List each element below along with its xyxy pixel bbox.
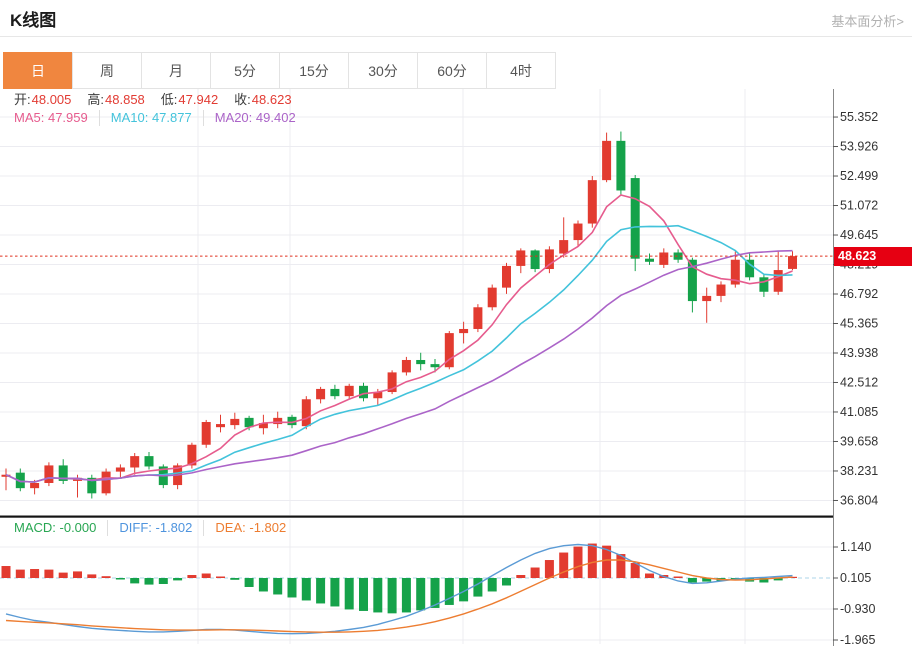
svg-text:55.352: 55.352: [840, 110, 878, 124]
ma10-value: MA10: 47.877: [98, 110, 203, 126]
svg-text:46.792: 46.792: [840, 287, 878, 301]
svg-text:-0.930: -0.930: [840, 602, 875, 616]
svg-text:49.645: 49.645: [840, 228, 878, 242]
period-tab-3[interactable]: 月: [141, 52, 211, 89]
svg-text:43.938: 43.938: [840, 346, 878, 360]
period-tab-7[interactable]: 60分: [417, 52, 487, 89]
period-tab-6[interactable]: 30分: [348, 52, 418, 89]
dea-value: DEA: -1.802: [203, 520, 297, 536]
page-title: K线图: [10, 11, 57, 30]
ma5-value: MA5: 47.959: [14, 110, 88, 125]
period-tab-4[interactable]: 5分: [210, 52, 280, 89]
diff-line: [5, 543, 793, 635]
svg-text:36.804: 36.804: [840, 494, 878, 508]
period-tab-2[interactable]: 周: [72, 52, 142, 89]
ma20-value: MA20: 49.402: [202, 110, 307, 126]
ma20-line: [5, 249, 793, 483]
svg-text:51.072: 51.072: [840, 199, 878, 213]
header-divider: [0, 36, 912, 37]
close-value: 收:48.623: [234, 92, 292, 107]
ma5-line: [5, 194, 793, 483]
ma-legend: MA5: 47.959 MA10: 47.877 MA20: 49.402: [14, 110, 307, 126]
svg-text:53.926: 53.926: [840, 140, 878, 154]
high-value: 高:48.858: [87, 92, 145, 107]
open-value: 开:48.005: [14, 92, 72, 107]
macd-histogram: [1, 543, 797, 614]
y-axis: 55.35253.92652.49951.07249.64548.21946.7…: [833, 89, 878, 646]
diff-value: DIFF: -1.802: [107, 520, 203, 536]
low-value: 低:47.942: [160, 92, 219, 107]
fundamental-analysis-link[interactable]: 基本面分析>: [831, 14, 904, 29]
period-tab-5[interactable]: 15分: [279, 52, 349, 89]
macd-value: MACD: -0.000: [14, 520, 97, 535]
grid-lines: [0, 89, 833, 644]
ohlc-legend: 开:48.005 高:48.858 低:47.942 收:48.623: [14, 92, 308, 108]
current-price-badge: 48.623: [834, 247, 912, 266]
svg-text:-1.965: -1.965: [840, 633, 875, 646]
period-tabbar: 日周月 5分 15分 30分 60分 4时: [3, 52, 556, 89]
svg-text:0.105: 0.105: [840, 571, 871, 585]
candles: [1, 131, 797, 499]
period-tab-8[interactable]: 4时: [486, 52, 556, 89]
svg-text:41.085: 41.085: [840, 405, 878, 419]
period-tab-1[interactable]: 日: [3, 52, 73, 89]
svg-text:52.499: 52.499: [840, 169, 878, 183]
svg-text:45.365: 45.365: [840, 317, 878, 331]
panel-separator: [0, 515, 834, 518]
svg-text:1.140: 1.140: [840, 540, 871, 554]
svg-text:39.658: 39.658: [840, 435, 878, 449]
svg-text:42.512: 42.512: [840, 376, 878, 390]
dea-line: [5, 559, 793, 633]
svg-text:38.231: 38.231: [840, 464, 878, 478]
macd-legend: MACD: -0.000 DIFF: -1.802 DEA: -1.802: [14, 520, 297, 536]
